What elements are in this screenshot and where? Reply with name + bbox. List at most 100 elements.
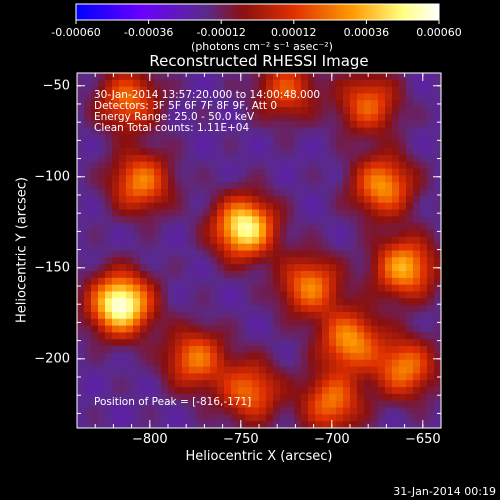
heatmap-cell [210,250,218,258]
heatmap-cell [420,86,428,95]
heatmap-cell [217,407,225,415]
heatmap-cell [364,270,372,279]
heatmap-cell [385,352,393,361]
heatmap-cell [259,393,267,402]
heatmap-cell [287,100,295,108]
heatmap-cell [133,270,141,279]
heatmap-cell [336,154,344,163]
heatmap-cell [350,305,358,313]
heatmap-cell [343,100,351,108]
heatmap-cell [210,216,218,224]
heatmap-cell [378,414,386,422]
heatmap-cell [259,298,267,306]
heatmap-cell [294,373,302,381]
heatmap-cell [413,161,421,170]
heatmap-cell [434,141,442,149]
heatmap-cell [280,305,288,313]
heatmap-cell [189,127,197,136]
heatmap-cell [140,93,148,101]
y-tick-label: −50 [42,78,70,94]
heatmap-cell [252,339,260,347]
heatmap-cell [357,182,365,190]
heatmap-cell [133,100,141,108]
heatmap-cell [420,380,428,388]
heatmap-cell [84,277,92,286]
heatmap-cell [364,380,372,388]
heatmap-cell [133,305,141,313]
heatmap-cell [280,284,288,293]
heatmap-cell [427,113,435,122]
heatmap-cell [266,400,274,409]
heatmap-cell [308,86,316,95]
heatmap-cell [154,264,162,272]
heatmap-cell [112,209,120,217]
heatmap-cell [434,93,442,101]
heatmap-cell [336,120,344,129]
heatmap-cell [413,141,421,149]
heatmap-cell [217,134,225,142]
heatmap-cell [413,195,421,204]
heatmap-cell [112,195,120,204]
heatmap-cell [210,305,218,313]
heatmap-cell [420,202,428,211]
heatmap-cell [140,305,148,313]
heatmap-cell [371,380,379,388]
heatmap-cell [252,270,260,279]
heatmap-cell [392,79,400,88]
heatmap-cell [371,270,379,279]
heatmap-cell [210,154,218,163]
heatmap-cell [392,189,400,197]
heatmap-cell [364,264,372,272]
heatmap-cell [91,236,99,245]
heatmap-cell [112,291,120,299]
heatmap-cell [168,148,176,156]
heatmap-cell [406,93,414,101]
heatmap-cell [133,380,141,388]
heatmap-cell [238,120,246,129]
heatmap-cell [105,257,113,265]
heatmap-cell [168,86,176,95]
heatmap-cell [413,270,421,279]
heatmap-cell [112,387,120,395]
heatmap-cell [427,195,435,204]
heatmap-cell [231,414,239,422]
heatmap-cell [280,393,288,402]
heatmap-cell [161,257,169,265]
heatmap-cell [168,243,176,252]
heatmap-cell [287,325,295,334]
heatmap-cell [224,346,232,354]
heatmap-cell [287,195,295,204]
heatmap-cell [315,311,323,320]
heatmap-cell [196,414,204,422]
heatmap-cell [259,366,267,374]
heatmap-cell [105,414,113,422]
heatmap-cell [315,73,323,81]
heatmap-cell [98,346,106,354]
heatmap-cell [329,168,337,177]
heatmap-cell [147,230,155,238]
heatmap-cell [301,339,309,347]
heatmap-cell [266,216,274,224]
heatmap-cell [84,120,92,129]
heatmap-cell [119,182,127,190]
heatmap-cell [308,332,316,340]
heatmap-cell [175,107,183,115]
heatmap-cell [301,86,309,95]
heatmap-cell [126,141,134,149]
heatmap-cell [98,352,106,361]
heatmap-cell [231,264,239,272]
heatmap-cell [329,195,337,204]
heatmap-cell [287,291,295,299]
heatmap-cell [112,250,120,258]
heatmap-cell [315,352,323,361]
heatmap-cell [357,339,365,347]
heatmap-cell [224,291,232,299]
heatmap-cell [259,182,267,190]
heatmap-cell [245,277,253,286]
heatmap-cell [350,195,358,204]
heatmap-cell [273,339,281,347]
heatmap-cell [210,393,218,402]
heatmap-cell [105,264,113,272]
heatmap-cell [434,86,442,95]
heatmap-cell [175,380,183,388]
